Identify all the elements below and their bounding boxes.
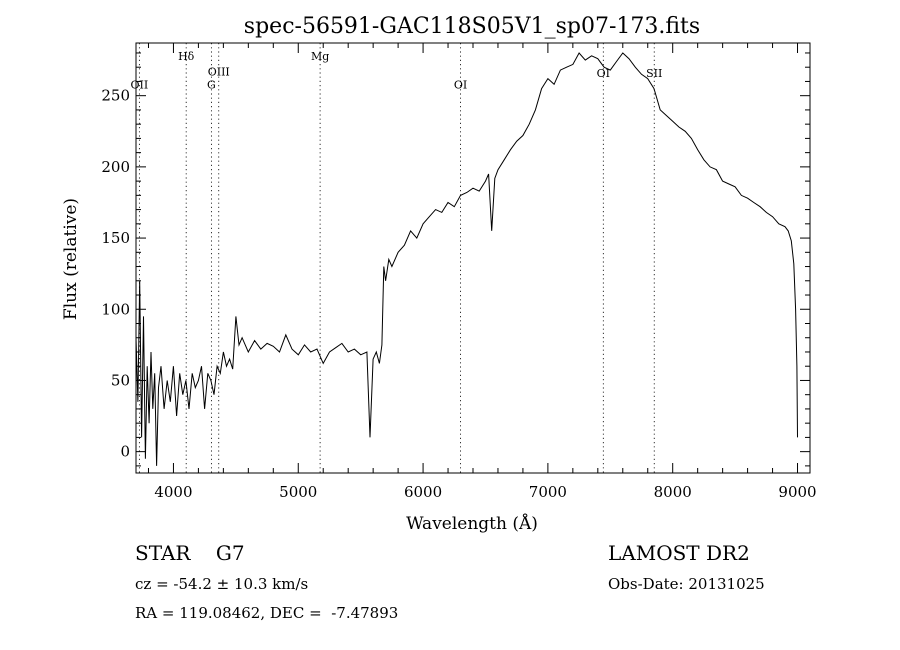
x-tick-label: 8000 <box>654 483 692 501</box>
y-tick-label: 200 <box>101 158 130 176</box>
spectral-line-label: OI <box>597 67 610 80</box>
y-tick-label: 250 <box>101 87 130 105</box>
x-tick-label: 6000 <box>404 483 442 501</box>
x-tick-label: 7000 <box>529 483 567 501</box>
plot-frame <box>135 42 811 474</box>
x-axis-label: Wavelength (Å) <box>406 513 538 534</box>
y-tick-label: 50 <box>111 371 130 389</box>
spectral-line-label: SII <box>646 67 662 80</box>
spectral-line-label: OII <box>131 79 149 92</box>
y-tick-label: 150 <box>101 229 130 247</box>
observation-date: Obs-Date: 20131025 <box>608 575 765 593</box>
spectrum-line <box>135 52 798 466</box>
spectral-line-label: OI <box>454 79 467 92</box>
coordinates: RA = 119.08462, DEC = -7.47893 <box>135 604 399 622</box>
y-axis-label: Flux (relative) <box>61 198 81 320</box>
survey-release: LAMOST DR2 <box>608 541 750 565</box>
chart-title: spec-56591-GAC118S05V1_sp07-173.fits <box>244 14 700 39</box>
y-tick-label: 100 <box>101 300 130 318</box>
spectral-line-label: G <box>207 79 216 92</box>
x-tick-label: 5000 <box>279 483 317 501</box>
spectral-line-label: Hδ <box>178 50 195 63</box>
spectral-line-label: OIII <box>208 66 230 79</box>
object-class: STAR G7 <box>135 541 245 565</box>
spectral-line-label: Mg <box>311 50 329 63</box>
redshift-velocity: cz = -54.2 ± 10.3 km/s <box>135 575 309 593</box>
x-tick-label: 9000 <box>778 483 816 501</box>
y-tick-label: 0 <box>120 443 130 461</box>
x-tick-label: 4000 <box>154 483 192 501</box>
